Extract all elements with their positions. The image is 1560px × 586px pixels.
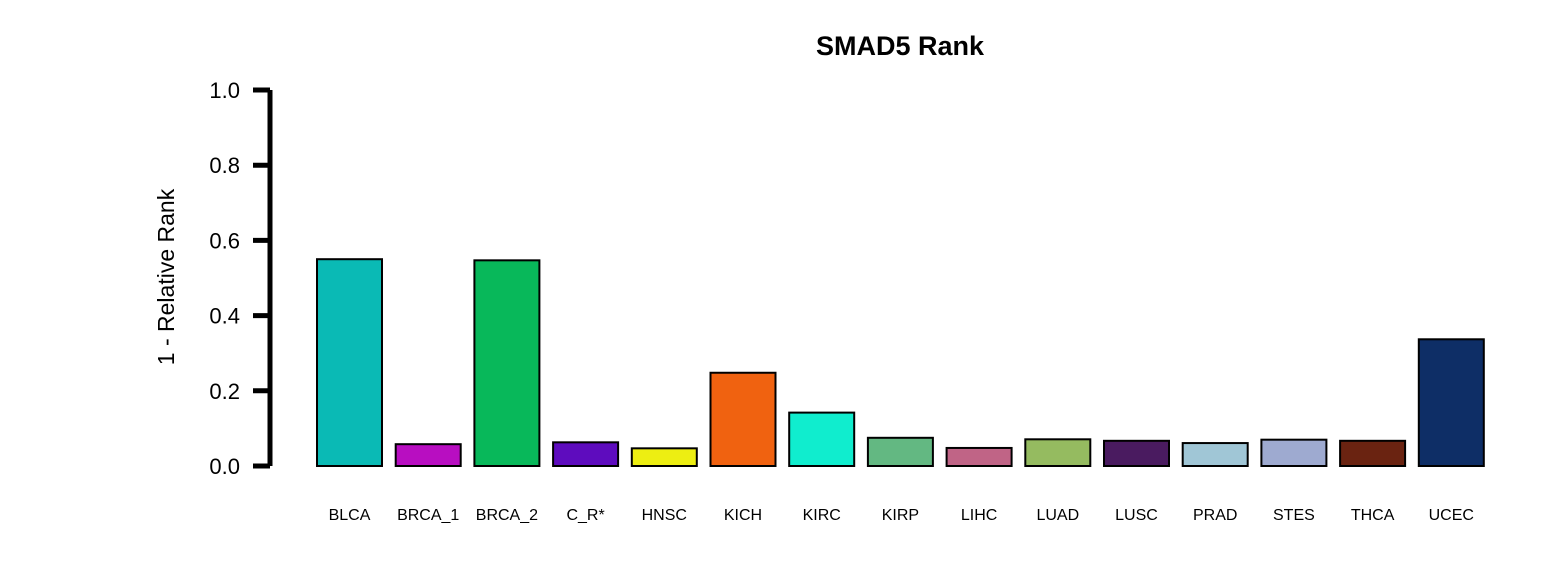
x-tick-label: STES [1273, 507, 1315, 524]
bar-lusc [1103, 439, 1170, 468]
bar-blca [316, 258, 383, 468]
x-tick-label: THCA [1351, 507, 1395, 524]
y-tick-label: 0.4 [209, 304, 240, 329]
x-tick-label: KIRC [803, 507, 841, 524]
bar-ucec [1417, 338, 1485, 467]
x-tick-label: LUAD [1036, 507, 1079, 524]
y-axis-label: 1 - Relative Rank [153, 188, 179, 365]
bar-brca-2 [473, 259, 541, 467]
x-tick-label: HNSC [642, 507, 687, 524]
y-tick-label: 0.6 [209, 228, 240, 253]
x-tick-label: BRCA_2 [476, 507, 538, 524]
x-tick-label: UCEC [1429, 507, 1474, 524]
x-tick-label: BLCA [329, 507, 371, 524]
x-tick-label: KIRP [882, 507, 919, 524]
x-tick-label: PRAD [1193, 507, 1237, 524]
x-tick-label: KICH [724, 507, 762, 524]
y-tick-label: 0.0 [209, 454, 240, 479]
bar-c-r- [552, 441, 620, 468]
y-tick-label: 0.2 [209, 379, 240, 404]
x-tick-label: LUSC [1115, 507, 1158, 524]
bar-hnsc [630, 447, 698, 468]
x-tick-label: LIHC [961, 507, 997, 524]
bar-kich [709, 371, 777, 468]
y-axis-ticks: 0.0 0.2 0.4 0.6 0.8 1.0 [209, 78, 270, 479]
x-tick-label: BRCA_1 [397, 507, 459, 524]
bar-stes [1260, 438, 1328, 467]
bar-kirc [788, 411, 856, 467]
bar-luad [1024, 438, 1092, 467]
bars [316, 258, 1485, 468]
y-tick-label: 0.8 [209, 153, 240, 178]
x-axis-ticks: BLCA BRCA_1 BRCA_2 C_R* HNSC KICH KIRC KIRP LIHC… [329, 507, 1474, 524]
bar-prad [1181, 442, 1249, 467]
bar-thca [1339, 439, 1407, 468]
y-tick-label: 1.0 [209, 78, 240, 103]
chart-title: SMAD5 Rank [816, 31, 985, 61]
x-tick-label: C_R* [566, 507, 604, 524]
bar-kirp [866, 436, 934, 467]
bar-lihc [945, 446, 1013, 467]
bar-brca-1 [394, 443, 462, 467]
